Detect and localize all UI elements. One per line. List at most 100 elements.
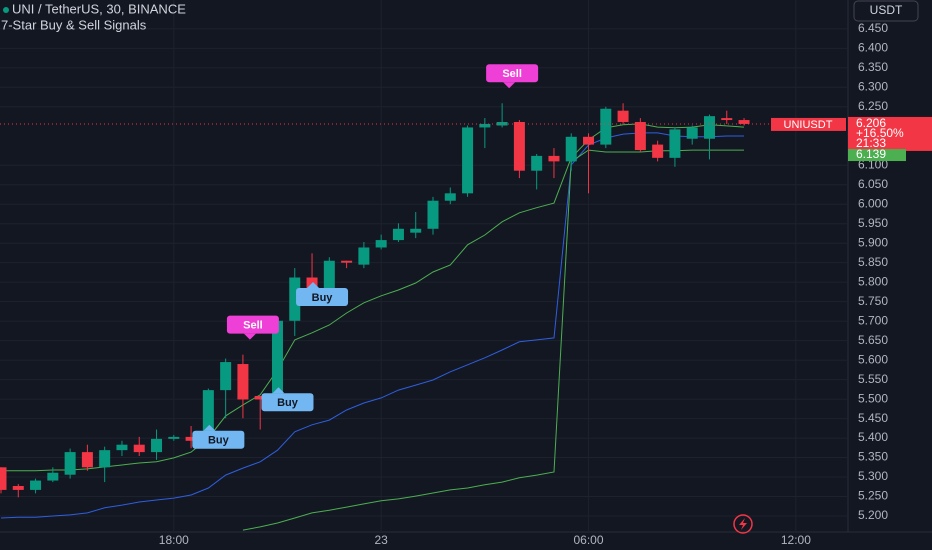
candle-body xyxy=(0,467,7,490)
candle-body xyxy=(565,136,577,162)
y-tick-label: 5.350 xyxy=(858,450,888,464)
y-tick-label: 6.350 xyxy=(858,60,888,74)
symbol-title: UNI / TetherUS, 30, BINANCE xyxy=(12,1,186,16)
y-tick-label: 5.800 xyxy=(858,274,888,288)
candle-body xyxy=(583,136,595,145)
candle-body xyxy=(652,144,664,158)
price-tag-countdown: 21:33 xyxy=(856,136,886,150)
signal-box xyxy=(226,315,279,334)
indicator-line xyxy=(1,123,745,472)
candle-body xyxy=(81,452,93,468)
y-tick-label: 5.300 xyxy=(858,469,888,483)
y-tick-label: 6.400 xyxy=(858,41,888,55)
y-tick-label: 5.900 xyxy=(858,235,888,249)
y-tick-label: 6.050 xyxy=(858,177,888,191)
currency-button[interactable] xyxy=(853,0,919,22)
signal-pointer xyxy=(272,387,285,394)
candle-body xyxy=(738,120,750,124)
symbol-tag-label: UNIUSDT xyxy=(784,119,833,131)
signal-label: Sell xyxy=(502,68,522,80)
candle-body xyxy=(496,121,508,126)
candle-body xyxy=(358,247,370,265)
plot: 5.200 5.250 5.300 5.350 5.400 5.450 5.500 5.550… xyxy=(0,0,888,547)
signal-box xyxy=(192,430,245,449)
candle-body xyxy=(30,480,42,490)
y-tick-label: 5.750 xyxy=(858,294,888,308)
candle-body xyxy=(703,116,715,139)
candle-body xyxy=(531,155,543,171)
y-tick-label: 5.200 xyxy=(858,508,888,522)
y-tick-label: 5.950 xyxy=(858,216,888,230)
signal-label: Buy xyxy=(277,397,299,409)
y-tick-label: 5.550 xyxy=(858,372,888,386)
y-tick-label: 5.700 xyxy=(858,313,888,327)
candle-body xyxy=(634,121,646,151)
candle-body xyxy=(185,436,197,441)
y-tick-label: 5.650 xyxy=(858,333,888,347)
band-tag-label: 6.139 xyxy=(856,147,886,161)
price-tag-change: +16.50% xyxy=(856,126,904,140)
lightning-icon[interactable] xyxy=(733,514,753,534)
signal-label: Buy xyxy=(208,435,230,447)
candle-body xyxy=(271,320,283,400)
candle-body xyxy=(99,450,111,468)
candle-body xyxy=(686,127,698,139)
x-tick-label: 12:00 xyxy=(781,533,811,547)
signal-pointer xyxy=(243,333,256,340)
candle-body xyxy=(617,110,629,122)
candle-body xyxy=(254,395,266,400)
price-tag xyxy=(848,116,932,151)
y-tick-label: 6.250 xyxy=(858,99,888,113)
candle-body xyxy=(427,200,439,229)
candle-body xyxy=(323,260,335,297)
candle-body xyxy=(513,121,525,171)
y-tick-label: 5.850 xyxy=(858,255,888,269)
y-tick-label: 5.500 xyxy=(858,391,888,405)
y-tick-label: 5.400 xyxy=(858,430,888,444)
x-tick-label: 18:00 xyxy=(159,533,189,547)
signal-pointer xyxy=(307,282,320,289)
candle-body xyxy=(479,123,491,128)
y-tick-label: 5.250 xyxy=(858,489,888,503)
candle-body xyxy=(202,390,214,441)
signal-box xyxy=(261,393,314,412)
candle-body xyxy=(64,452,76,475)
candle-body xyxy=(410,228,422,233)
candle-body xyxy=(168,436,180,439)
candle-body xyxy=(116,444,128,451)
indicator-line xyxy=(0,132,744,519)
candle-body xyxy=(237,364,249,400)
currency-button-label[interactable]: USDT xyxy=(870,3,903,17)
signal-pointer xyxy=(503,82,516,89)
y-tick-label: 5.450 xyxy=(858,411,888,425)
candle-body xyxy=(669,129,681,158)
candle-body xyxy=(392,228,404,241)
candle-body xyxy=(548,155,560,162)
candle-body xyxy=(341,260,353,263)
signal-box xyxy=(486,64,539,83)
band-tag xyxy=(848,149,906,162)
signal-label: Sell xyxy=(243,320,263,332)
symbol-tag xyxy=(771,117,846,131)
lightning-glyph xyxy=(739,518,747,530)
candle-body xyxy=(133,444,145,453)
status-dot xyxy=(3,7,9,13)
indicator-name: 7-Star Buy & Sell Signals xyxy=(1,17,147,32)
x-tick-label: 23 xyxy=(374,533,388,547)
y-tick-label: 6.450 xyxy=(858,21,888,35)
candle-body xyxy=(289,277,301,321)
candle-body xyxy=(47,472,59,481)
y-tick-label: 6.300 xyxy=(858,79,888,93)
candle-body xyxy=(375,240,387,248)
signal-label: Buy xyxy=(312,292,334,304)
candle-body xyxy=(151,438,163,453)
candle-body xyxy=(721,118,733,121)
candle-body xyxy=(600,108,612,145)
signal-box xyxy=(296,288,349,307)
price-tag-value: 6.206 xyxy=(856,116,886,130)
y-tick-label: 6.000 xyxy=(858,196,888,210)
signal-pointer xyxy=(203,424,216,431)
candle-body xyxy=(220,362,232,391)
